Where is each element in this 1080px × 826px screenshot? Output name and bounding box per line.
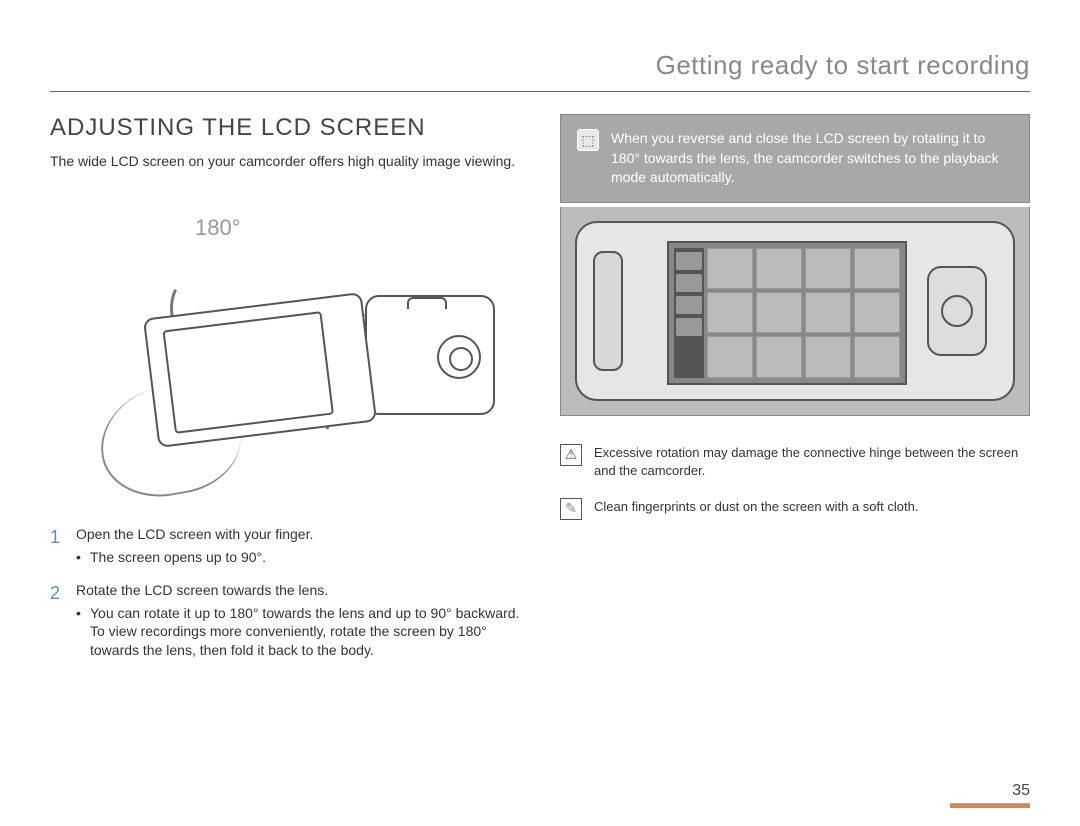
step-item: 1 Open the LCD screen with your finger. … — [50, 525, 520, 567]
tip-text: Clean fingerprints or dust on the screen… — [594, 498, 918, 520]
step-number: 2 — [50, 581, 76, 661]
steps-list: 1 Open the LCD screen with your finger. … — [50, 525, 520, 660]
thumbnail-cell — [854, 336, 900, 377]
camcorder-folded-illustration — [575, 221, 1015, 401]
thumbnail-grid-illustration — [667, 241, 907, 385]
left-column: ADJUSTING THE LCD SCREEN The wide LCD sc… — [50, 114, 520, 674]
playback-mode-figure — [560, 207, 1030, 416]
manual-page: Getting ready to start recording ADJUSTI… — [0, 0, 1080, 826]
thumbnail-cell — [805, 292, 851, 333]
camcorder-body-illustration — [365, 295, 495, 415]
right-column: ⬚ When you reverse and close the LCD scr… — [560, 114, 1030, 674]
step-text: Open the LCD screen with your finger. — [76, 525, 520, 544]
thumbnail-cell — [756, 336, 802, 377]
thumbnail-cell — [756, 292, 802, 333]
thumbnail-cell — [854, 292, 900, 333]
camcorder-control-illustration — [927, 266, 987, 356]
hand-illustration — [92, 374, 249, 507]
thumbnail-cell — [707, 292, 753, 333]
step-number: 1 — [50, 525, 76, 567]
camcorder-top-illustration — [407, 297, 447, 309]
info-icon: ⬚ — [577, 129, 599, 151]
thumbnail-cell — [707, 248, 753, 289]
thumbnail-sidebar-illustration — [674, 248, 704, 378]
thumbnail-cell — [707, 336, 753, 377]
camcorder-cap-illustration — [593, 251, 623, 371]
lcd-rotation-diagram: 180° 90° 90° — [50, 195, 490, 495]
page-number: 35 — [1012, 782, 1030, 800]
tip-glyph: ✎ — [565, 499, 577, 519]
info-glyph: ⬚ — [581, 132, 594, 149]
two-column-layout: ADJUSTING THE LCD SCREEN The wide LCD sc… — [50, 114, 1030, 674]
camcorder-lens-illustration — [437, 335, 481, 379]
warning-text: Excessive rotation may damage the connec… — [594, 444, 1030, 480]
tip-icon: ✎ — [560, 498, 582, 520]
section-title: ADJUSTING THE LCD SCREEN — [50, 114, 520, 142]
intro-text: The wide LCD screen on your camcorder of… — [50, 152, 520, 171]
chapter-title: Getting ready to start recording — [50, 50, 1030, 92]
thumbnail-cell — [756, 248, 802, 289]
thumbnail-cell — [805, 336, 851, 377]
step-subtext: You can rotate it up to 180° towards the… — [76, 604, 520, 661]
angle-180-label: 180° — [195, 215, 241, 241]
step-body: Rotate the LCD screen towards the lens. … — [76, 581, 520, 661]
info-text: When you reverse and close the LCD scree… — [611, 129, 1013, 188]
warning-glyph: ⚠ — [565, 445, 578, 465]
thumbnail-cell — [854, 248, 900, 289]
thumbnail-cell — [805, 248, 851, 289]
step-body: Open the LCD screen with your finger. Th… — [76, 525, 520, 567]
step-subtext: The screen opens up to 90°. — [76, 548, 520, 567]
warning-note: ⚠ Excessive rotation may damage the conn… — [560, 444, 1030, 480]
step-text: Rotate the LCD screen towards the lens. — [76, 581, 520, 600]
tip-note: ✎ Clean fingerprints or dust on the scre… — [560, 498, 1030, 520]
step-item: 2 Rotate the LCD screen towards the lens… — [50, 581, 520, 661]
info-callout: ⬚ When you reverse and close the LCD scr… — [560, 114, 1030, 203]
footer-accent-rule — [950, 803, 1030, 808]
warning-icon: ⚠ — [560, 444, 582, 466]
